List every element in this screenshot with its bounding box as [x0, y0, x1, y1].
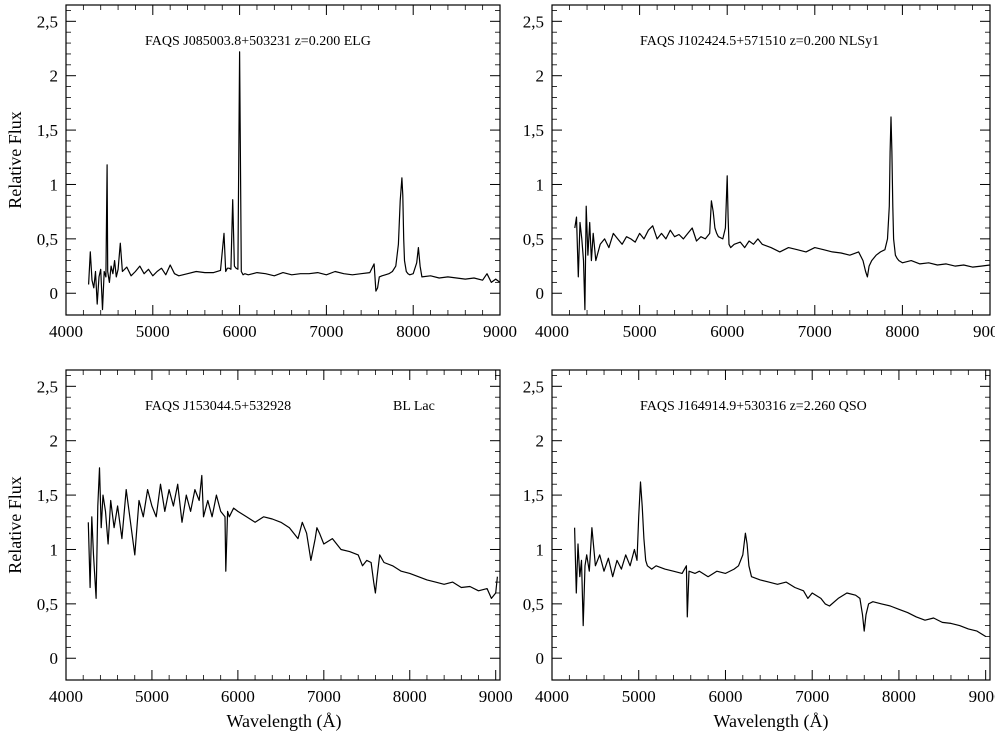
x-tick-label: 6000 [710, 322, 744, 341]
x-tick-label: 7000 [307, 687, 341, 706]
x-tick-label: 4000 [535, 687, 569, 706]
panel-bllac: 4000 5000 6000 7000 8000 9000 0 0,5 1 1,5 2 2,5 FAQS… [37, 369, 513, 706]
x-tick-label: 5000 [136, 322, 170, 341]
y-tick-label: 1,5 [523, 121, 544, 140]
panel-title: FAQS J085003.8+503231 z=0.200 ELG [145, 34, 371, 49]
x-tick-label: 6000 [221, 687, 255, 706]
y-tick-label: 1,5 [523, 486, 544, 505]
y-tick-label: 1 [536, 175, 545, 194]
x-tick-label: 6000 [223, 322, 257, 341]
right-xlabel: Wavelength (Å) [713, 711, 828, 732]
y-tick-label: 1 [50, 175, 59, 194]
x-tick-label: 9000 [973, 322, 995, 341]
x-tick-label: 7000 [309, 322, 343, 341]
x-tick-label: 4000 [535, 322, 569, 341]
y-tick-label: 0 [536, 284, 545, 303]
y-tick-label: 2,5 [37, 12, 58, 31]
y-tick-label: 0,5 [37, 230, 58, 249]
panel-title: FAQS J153044.5+532928 [145, 399, 291, 414]
x-tick-label: 9000 [483, 322, 517, 341]
y-tick-label: 0 [536, 649, 545, 668]
x-tick-label: 8000 [396, 322, 430, 341]
panel-title: FAQS J164914.9+530316 z=2.260 QSO [640, 399, 867, 414]
y-tick-label: 1 [50, 540, 59, 559]
x-tick-label: 8000 [882, 687, 916, 706]
y-tick-label: 0 [50, 649, 59, 668]
x-tick-label: 7000 [795, 687, 829, 706]
y-tick-label: 1,5 [37, 486, 58, 505]
y-tick-label: 1,5 [37, 121, 58, 140]
panel-classification: BL Lac [393, 399, 435, 414]
plot-frame [551, 369, 991, 681]
x-tick-label: 5000 [622, 687, 656, 706]
spectrum-line [88, 51, 501, 311]
y-tick-label: 2 [50, 67, 59, 86]
x-tick-label: 8000 [393, 687, 427, 706]
y-tick-label: 2 [536, 67, 545, 86]
x-tick-label: 4000 [49, 687, 83, 706]
panel-nlsy1: 4000 5000 6000 7000 8000 9000 0 0,5 1 1,5 2 2,5 FAQS… [523, 4, 995, 341]
x-tick-label: 9000 [969, 687, 995, 706]
y-tick-label: 0 [50, 284, 59, 303]
x-tick-label: 4000 [49, 322, 83, 341]
panel-qso: 4000 5000 6000 7000 8000 9000 0 0,5 1 1,5 2 2,5 FAQS… [523, 369, 995, 706]
x-tick-label: 5000 [623, 322, 657, 341]
left-xlabel: Wavelength (Å) [226, 711, 341, 732]
x-tick-label: 5000 [135, 687, 169, 706]
y-tick-label: 2,5 [523, 12, 544, 31]
y-tick-label: 2,5 [523, 377, 544, 396]
x-tick-label: 6000 [708, 687, 742, 706]
spectrum-line [574, 116, 991, 311]
y-tick-label: 0,5 [523, 230, 544, 249]
x-tick-label: 9000 [479, 687, 513, 706]
plot-frame [65, 4, 501, 316]
panel-title: FAQS J102424.5+571510 z=0.200 NLSy1 [640, 34, 879, 49]
x-tick-label: 8000 [885, 322, 919, 341]
top-ylabel: Relative Flux [5, 111, 25, 209]
y-tick-label: 0,5 [37, 595, 58, 614]
y-tick-label: 1 [536, 540, 545, 559]
spectrum-line [574, 481, 987, 638]
plot-frame [551, 4, 991, 316]
panel-elg: 4000 5000 6000 7000 8000 9000 0 0,5 1 1,5 2 2,5 FAQS… [37, 4, 517, 341]
x-tick-label: 7000 [798, 322, 832, 341]
y-tick-label: 2 [50, 432, 59, 451]
y-tick-label: 2 [536, 432, 545, 451]
bottom-ylabel: Relative Flux [5, 476, 25, 574]
y-tick-label: 2,5 [37, 377, 58, 396]
y-tick-label: 0,5 [523, 595, 544, 614]
plot-frame [65, 369, 501, 681]
spectrum-line [87, 467, 498, 600]
